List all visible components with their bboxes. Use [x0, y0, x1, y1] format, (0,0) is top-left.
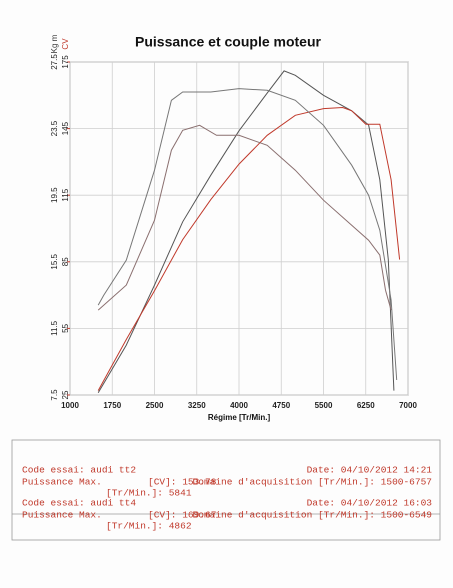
report-text: Domaine d'acquisition [Tr/Min.]: 1500-65…	[193, 510, 433, 521]
report-text: Code essai: audi tt2	[22, 465, 136, 476]
x-tick-label: 2500	[146, 401, 164, 410]
x-tick-label: 6250	[357, 401, 375, 410]
y2-tick-label: 115	[61, 188, 70, 201]
report-text: Code essai: audi tt4	[22, 498, 136, 509]
y2-tick-label: 175	[61, 55, 70, 69]
y2-tick-label: 25	[61, 390, 70, 399]
report-text: Date: 04/10/2012 14:21	[307, 465, 433, 476]
y-tick-label: 7.5	[50, 389, 59, 401]
x-tick-label: 3250	[188, 401, 206, 410]
x-axis-label: Régime [Tr/Min.]	[208, 413, 271, 422]
y-tick-label: 15.5	[50, 253, 59, 269]
y2-tick-label: 55	[61, 323, 70, 332]
x-tick-label: 1000	[61, 401, 79, 410]
report-text: Domaine d'acquisition [Tr/Min.]: 1500-67…	[193, 477, 432, 488]
x-tick-label: 4750	[272, 401, 290, 410]
report-text: Puissance Max.	[22, 510, 102, 521]
y-tick-label: 19.5	[50, 187, 59, 203]
power-torque-line	[97, 70, 395, 394]
y2-tick-label: 85	[61, 257, 70, 266]
x-tick-label: 5500	[315, 401, 333, 410]
power-torque-line	[97, 88, 398, 381]
chart-title: Puissance et couple moteur	[135, 34, 321, 50]
report-text: [CV]: 153.78	[148, 477, 217, 488]
x-tick-label: 1750	[103, 401, 121, 410]
report-text: Puissance Max.	[22, 477, 102, 488]
x-tick-label: 7000	[399, 401, 417, 410]
report-box	[11, 439, 441, 541]
power-torque-line	[97, 124, 392, 311]
report-text: Date: 04/10/2012 16:03	[307, 498, 433, 509]
report-text: [Tr/Min.]: 5841	[106, 488, 192, 499]
y2-axis-label: CV	[61, 38, 70, 50]
report-text: [CV]: 169.67	[148, 510, 216, 521]
y-axis-label: Kg m	[50, 34, 59, 53]
y-tick-label: 23.5	[50, 120, 59, 136]
x-tick-label: 4000	[230, 401, 248, 410]
y2-tick-label: 145	[61, 121, 70, 135]
y-tick-label: 11.5	[50, 320, 59, 336]
power-torque-line	[97, 106, 401, 391]
report-text: [Tr/Min.]: 4862	[106, 521, 192, 532]
y-tick-label: 27.5	[50, 54, 59, 70]
